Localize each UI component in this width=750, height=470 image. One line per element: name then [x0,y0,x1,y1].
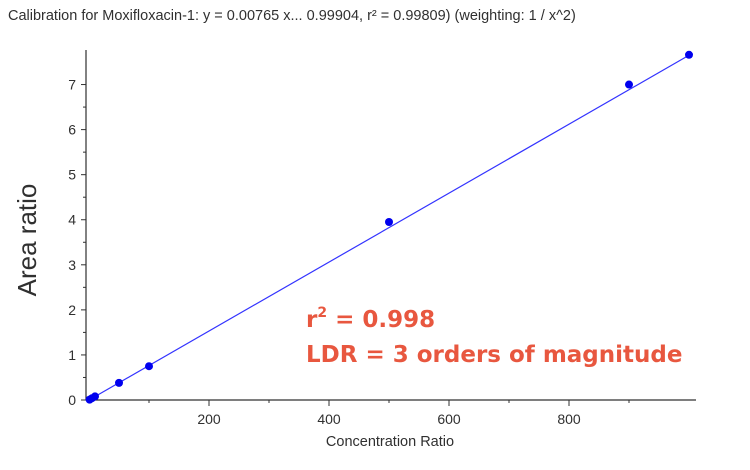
annotation-r-value: = 0.998 [327,307,435,333]
y-ticks: 0 1 2 3 4 5 6 7 [68,77,86,408]
y-tick-label: 7 [68,77,76,93]
axes [85,50,696,401]
fit-line [88,54,690,401]
annotation-r-squared: r2 = 0.998 [306,305,435,333]
data-point [685,50,693,59]
chart-title: Calibration for Moxifloxacin-1: y = 0.00… [8,8,576,24]
y-axis-label: Area ratio [12,184,42,297]
data-point [91,392,99,401]
data-point [385,217,393,226]
x-tick-label: 400 [317,411,341,427]
y-tick-label: 0 [68,392,76,408]
data-point [145,362,153,371]
annotation-r-base: r [306,307,318,333]
x-axis-label: Concentration Ratio [326,434,454,450]
y-tick-label: 5 [68,167,76,183]
y-tick-label: 4 [68,212,76,228]
svg-text:r2 = 0.998: r2 = 0.998 [306,305,435,333]
x-tick-label: 800 [557,411,581,427]
annotation-ldr: LDR = 3 orders of magnitude [306,342,682,368]
y-tick-label: 2 [68,302,76,318]
x-tick-label: 600 [437,411,461,427]
y-tick-label: 1 [68,347,76,363]
y-tick-label: 3 [68,257,76,273]
annotation-r-sup: 2 [317,305,327,321]
x-tick-label: 200 [197,411,221,427]
data-point [625,80,633,89]
data-points [85,50,693,404]
x-ticks: 200 400 600 800 [148,400,630,427]
y-tick-label: 6 [68,122,76,138]
data-point [115,378,123,387]
